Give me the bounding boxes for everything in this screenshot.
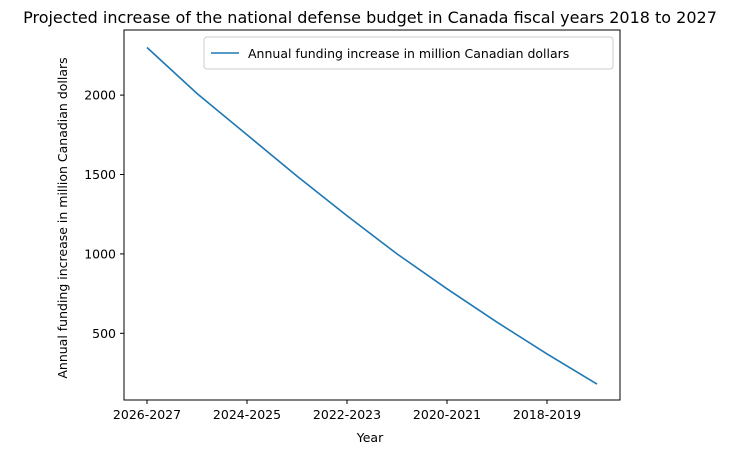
legend-box xyxy=(203,36,614,70)
legend: Annual funding increase in million Canad… xyxy=(203,36,614,70)
y-axis: 500 1000 1500 2000 xyxy=(84,88,124,341)
series-line xyxy=(146,46,598,385)
x-tick-label: 2020-2021 xyxy=(413,407,481,422)
y-tick-label: 1000 xyxy=(84,246,116,261)
x-tick-label: 2018-2019 xyxy=(513,407,581,422)
legend-label: Annual funding increase in million Canad… xyxy=(248,46,569,61)
x-axis: 2026-2027 2024-2025 2022-2023 2020-2021 2018… xyxy=(113,400,581,422)
x-tick-label: 2022-2023 xyxy=(313,407,381,422)
y-axis-label: Annual funding increase in million Canad… xyxy=(55,57,70,378)
chart-title: Projected increase of the national defen… xyxy=(23,8,717,27)
x-axis-label: Year xyxy=(356,430,384,445)
y-tick-label: 500 xyxy=(92,326,116,341)
y-tick-label: 1500 xyxy=(84,167,116,182)
x-tick-label: 2026-2027 xyxy=(113,407,181,422)
y-tick-label: 2000 xyxy=(84,88,116,103)
x-tick-label: 2024-2025 xyxy=(213,407,281,422)
plot-area xyxy=(123,29,621,401)
